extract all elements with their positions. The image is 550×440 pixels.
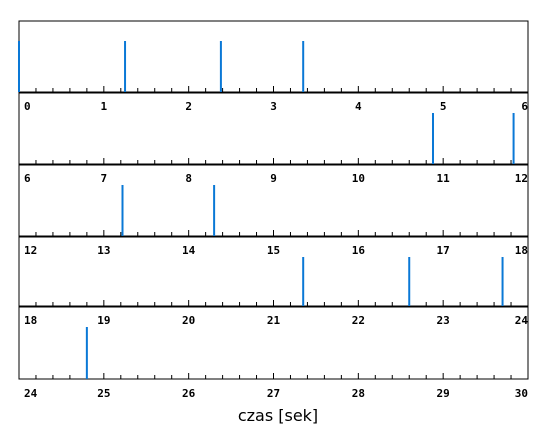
panel-3: 12 13 14 15 16 17 18 — [18, 164, 529, 257]
tick-label: 30 — [515, 387, 528, 400]
tick-label: 27 — [267, 387, 280, 400]
tick-label: 0 — [24, 100, 31, 113]
tick-label: 16 — [352, 244, 366, 257]
tick-label: 17 — [437, 244, 450, 257]
tick-label: 20 — [182, 314, 195, 327]
tick-label: 3 — [270, 100, 277, 113]
tick-label: 18 — [24, 314, 37, 327]
tick-label: 2 — [185, 100, 192, 113]
tick-label: 28 — [352, 387, 365, 400]
tick-label: 12 — [515, 172, 528, 185]
tick-label: 29 — [437, 387, 450, 400]
panel-4: 18 19 20 21 22 23 24 — [18, 236, 529, 327]
tick-label: 14 — [182, 244, 196, 257]
panel-frame — [18, 20, 529, 93]
tick-label: 23 — [437, 314, 450, 327]
tick-label: 6 — [521, 100, 528, 113]
panel-2: 6 7 8 9 10 11 12 — [18, 92, 529, 185]
tick-label: 1 — [101, 100, 108, 113]
tick-label: 22 — [352, 314, 365, 327]
tick-label: 8 — [185, 172, 192, 185]
tick-label: 7 — [101, 172, 108, 185]
panel-5: 24 25 26 27 28 29 30 — [18, 306, 529, 400]
tick-label: 19 — [97, 314, 110, 327]
tick-label: 18 — [515, 244, 528, 257]
tick-label: 15 — [267, 244, 280, 257]
tick-label: 5 — [440, 100, 447, 113]
tick-label: 9 — [270, 172, 277, 185]
panel-1: 0 1 2 3 4 5 6 — [18, 20, 529, 113]
x-axis-label: czas [sek] — [238, 406, 318, 425]
tick-label: 11 — [437, 172, 451, 185]
tick-label: 21 — [267, 314, 281, 327]
tick-label: 4 — [355, 100, 362, 113]
tick-label: 12 — [24, 244, 37, 257]
tick-label: 10 — [352, 172, 365, 185]
tick-label: 24 — [515, 314, 529, 327]
tick-label: 13 — [97, 244, 110, 257]
tick-label: 26 — [182, 387, 196, 400]
tick-label: 6 — [24, 172, 31, 185]
tick-label: 25 — [97, 387, 110, 400]
tick-label: 24 — [24, 387, 38, 400]
